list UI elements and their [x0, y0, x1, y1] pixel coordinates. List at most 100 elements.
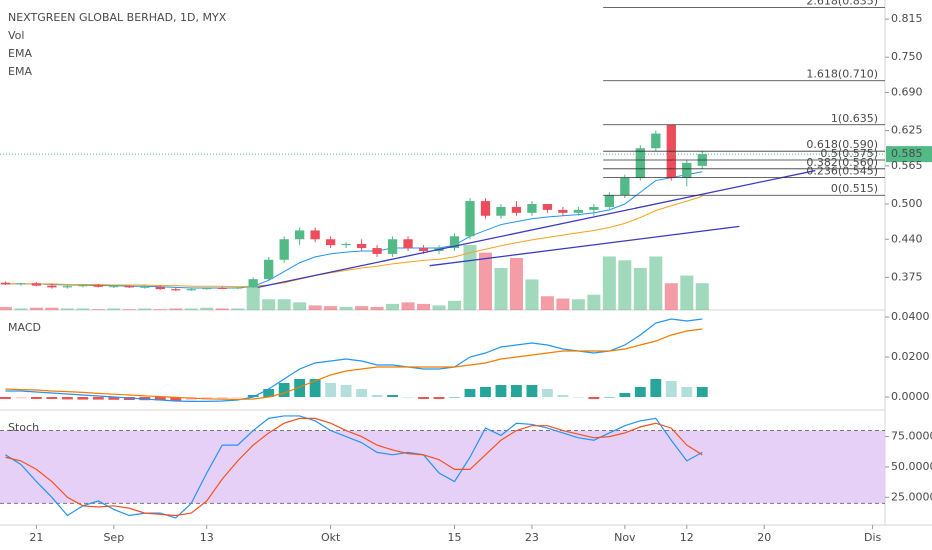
volume-bar: [618, 260, 632, 310]
y-tick-label: 0.690: [891, 85, 923, 98]
macd-histogram-bar: [263, 389, 275, 397]
x-tick-label: 15: [448, 531, 462, 544]
macd-histogram-bar: [30, 397, 42, 399]
volume-bar: [494, 267, 508, 310]
macd-histogram-bar: [154, 397, 166, 401]
volume-bar: [633, 267, 647, 310]
panel-title: NEXTGREEN GLOBAL BERHAD, 1D, MYX: [8, 11, 227, 24]
candle-body: [387, 239, 398, 254]
candle-body: [480, 201, 491, 216]
candle-body: [310, 230, 320, 240]
macd-histogram-bar: [603, 397, 615, 398]
legend-entry: EMA: [8, 65, 32, 78]
macd-histogram-bar: [619, 393, 631, 397]
candle-body: [78, 285, 88, 287]
fib-label: 2.618(0.835): [806, 0, 878, 7]
x-tick-label: 20: [757, 531, 771, 544]
candle-body: [0, 282, 11, 285]
macd-histogram-bar: [634, 387, 646, 397]
indicator-line: [5, 171, 703, 289]
y-tick-label: 0.565: [891, 159, 923, 172]
macd-histogram-bar: [495, 385, 507, 397]
volume-bar: [525, 279, 539, 310]
indicator-line: [5, 195, 703, 288]
macd-histogram-bar: [278, 383, 290, 397]
macd-histogram-bar: [0, 397, 11, 399]
volume-bar: [339, 306, 353, 310]
candle-body: [171, 289, 181, 291]
macd-histogram-bar: [232, 397, 244, 398]
x-tick-label: 21: [29, 531, 43, 544]
candle-body: [109, 286, 119, 288]
macd-histogram-bar: [356, 389, 368, 397]
y-tick-label: 0.815: [891, 12, 923, 25]
volume-bar: [447, 300, 462, 310]
candle-body: [248, 279, 258, 288]
candle-body: [511, 206, 522, 213]
macd-histogram-bar: [480, 387, 491, 397]
fib-label: 0(0.515): [831, 182, 878, 195]
candle-body: [155, 286, 165, 290]
x-tick-label: Nov: [614, 531, 636, 544]
x-tick-label: Sep: [103, 531, 124, 544]
macd-histogram-bar: [61, 397, 73, 400]
volume-bar: [370, 306, 384, 310]
macd-histogram-bar: [665, 381, 677, 397]
volume-bar: [386, 303, 400, 310]
macd-histogram-bar: [541, 389, 553, 397]
volume-bar: [231, 308, 245, 310]
x-tick-label: 12: [680, 531, 694, 544]
fib-label: 0.618(0.590): [806, 138, 878, 151]
candle-body: [325, 239, 336, 246]
volume-bar: [509, 258, 523, 310]
macd-histogram-bar: [526, 385, 538, 397]
last-price-tag: [886, 146, 932, 163]
volume-bar: [14, 308, 28, 310]
candle-body: [202, 287, 212, 290]
last-price-label: 0.585: [891, 147, 923, 160]
volume-bar: [76, 308, 90, 310]
indicator-line: [5, 318, 703, 402]
x-tick-label: Dis: [864, 531, 882, 544]
macd-histogram-bar: [247, 395, 259, 397]
candle-body: [496, 206, 506, 216]
y-tick-label: 50.0000: [891, 460, 932, 473]
volume-bar: [649, 256, 663, 310]
macd-histogram-bar: [681, 387, 693, 397]
candle-body: [635, 148, 645, 178]
candle-body: [295, 230, 305, 240]
volume-bar: [45, 307, 59, 310]
macd-histogram-bar: [387, 395, 398, 397]
volume-bar: [664, 283, 678, 310]
candle-body: [403, 239, 413, 249]
y-tick-label: 0.500: [891, 197, 923, 210]
volume-bar: [277, 299, 291, 310]
candle-body: [682, 162, 692, 178]
candle-body: [542, 204, 553, 210]
volume-bar: [246, 287, 260, 310]
macd-histogram-bar: [92, 397, 104, 400]
candle-body: [620, 177, 630, 196]
volume-bar: [432, 305, 446, 310]
legend-entry: Vol: [8, 29, 24, 42]
volume-bar: [695, 283, 709, 310]
stoch-band: [0, 430, 885, 504]
volume-bar: [401, 302, 415, 310]
indicator-line: [5, 417, 703, 517]
panel-title: MACD: [8, 321, 41, 334]
volume-bar: [122, 309, 136, 310]
indicator-line: [5, 415, 703, 519]
macd-histogram-bar: [650, 379, 662, 397]
candle-body: [16, 283, 26, 285]
macd-histogram-bar: [588, 397, 600, 399]
macd-histogram-bar: [402, 397, 414, 398]
candle-body: [449, 236, 460, 249]
candle-body: [573, 209, 584, 213]
volume-bar: [680, 275, 694, 310]
legend-entry: EMA: [8, 47, 32, 60]
volume-bar: [215, 308, 229, 310]
volume-bar: [184, 308, 198, 310]
volume-bar: [153, 309, 167, 310]
candle-body: [418, 248, 429, 251]
y-tick-label: 0.0200: [891, 350, 930, 363]
